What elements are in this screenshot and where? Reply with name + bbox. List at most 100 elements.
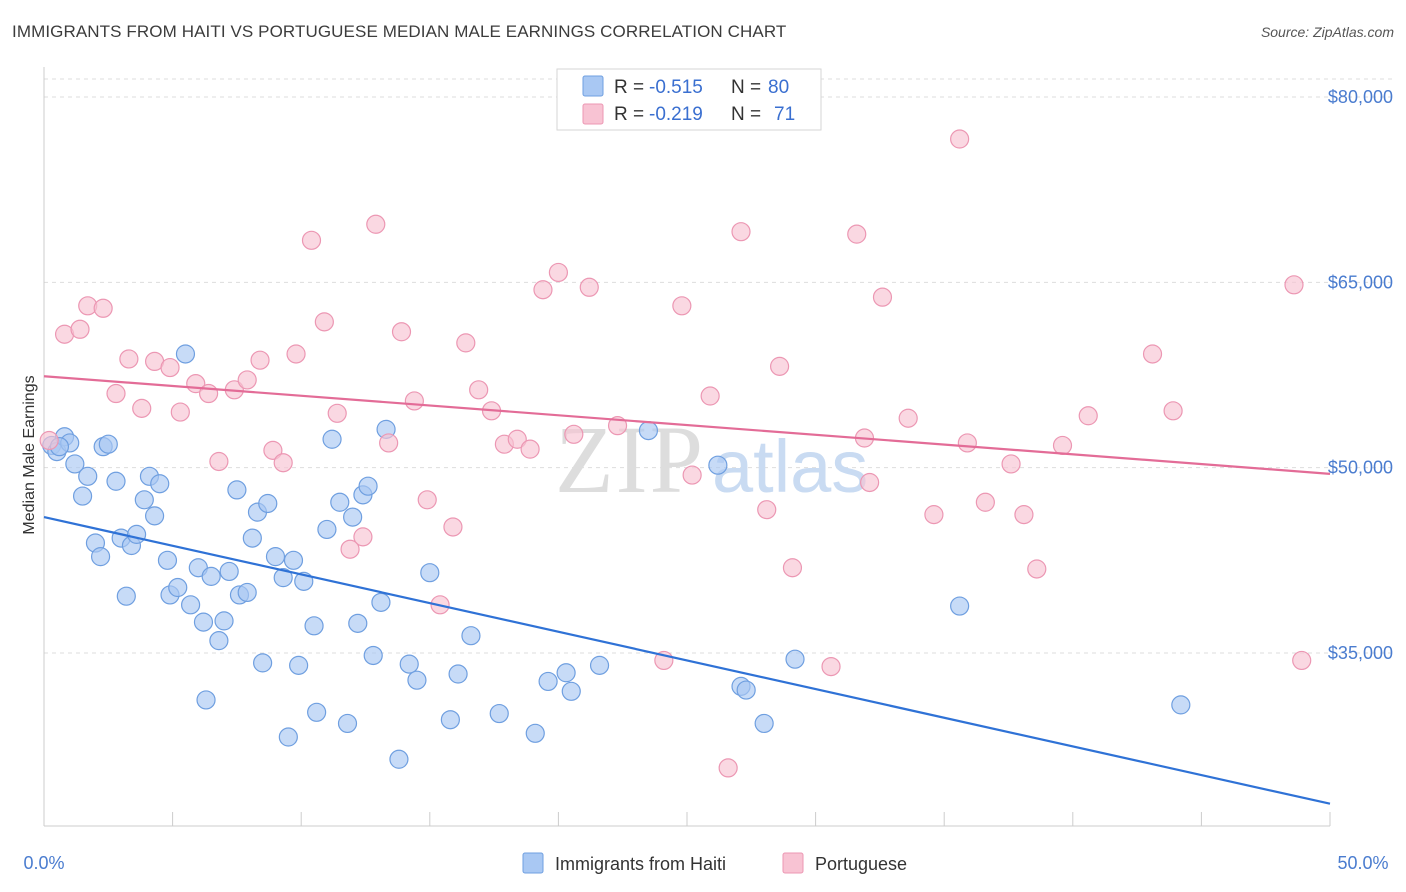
legend-haiti-n-value: 80 [768,77,789,98]
legend-portuguese-r-label: R = [614,104,644,125]
legend-haiti-n-label: N = [731,77,761,98]
haiti-point [175,344,196,364]
portuguese-point [469,380,489,400]
portuguese-point [950,129,970,149]
haiti-point [1171,695,1191,715]
haiti-point [150,474,170,494]
haiti-point [420,563,440,583]
haiti-point [561,681,581,701]
haiti-point [258,493,278,514]
haiti-point [317,519,337,540]
portuguese-point [548,262,569,283]
portuguese-point [132,398,152,418]
legend-haiti-r-label: R = [614,77,644,98]
portuguese-point [520,439,540,459]
y-tick-label: $65,000 [1328,272,1393,292]
portuguese-point [533,280,553,300]
portuguese-point [564,424,584,444]
portuguese-point [404,391,424,411]
haiti-point [343,507,363,527]
haiti-point [134,490,154,510]
portuguese-point [860,472,880,493]
haiti-point [106,471,126,491]
legend-portuguese-n-value: 71 [774,104,795,125]
legend-portuguese-n-label: N = [731,104,761,125]
portuguese-point [93,298,113,318]
haiti-point [265,547,286,567]
haiti-point [708,455,728,475]
portuguese-point [417,490,437,510]
y-axis-label: Median Male Earnings [21,375,38,534]
portuguese-point [314,312,334,332]
portuguese-point [1014,505,1034,525]
grid-lines [44,78,1393,654]
portuguese-point [1078,406,1098,426]
portuguese-point [718,758,738,778]
series-haiti-points [42,344,1191,769]
portuguese-point [975,492,995,512]
portuguese-point [898,408,918,428]
portuguese-point [782,558,803,578]
haiti-point [278,727,298,747]
portuguese-point [1052,435,1073,456]
haiti-point [525,723,545,743]
legend-portuguese-swatch [582,103,604,125]
haiti-point [168,577,188,598]
portuguese-point [106,383,126,404]
portuguese-trend-line [43,375,1331,475]
legend-haiti-r-value: -0.515 [649,77,703,98]
haiti-point [461,626,481,646]
portuguese-point [327,403,347,423]
haiti-point [273,568,293,588]
haiti-point [337,713,358,734]
series-portuguese-points [39,129,1312,778]
haiti-point [237,582,257,603]
portuguese-point [301,230,322,250]
portuguese-point [160,357,180,378]
haiti-point [227,480,247,500]
haiti-trend-line [43,516,1331,805]
haiti-point [193,612,214,632]
portuguese-point [250,350,270,370]
series-legend: Immigrants from Haiti Portuguese [522,852,907,874]
correlation-legend: R = -0.515 N = 80 R = -0.219 N = 71 [556,68,822,131]
portuguese-point [1284,275,1304,295]
legend-haiti-swatch [582,75,604,97]
portuguese-point [1142,344,1163,364]
bottom-legend-haiti-label: Immigrants from Haiti [555,854,726,874]
x-tick-label: 50.0% [1337,853,1388,873]
haiti-point [289,655,309,675]
haiti-point [389,749,409,769]
portuguese-point [769,356,790,376]
y-tick-label: $50,000 [1328,458,1393,478]
portuguese-point [119,349,139,369]
haiti-point [201,566,221,586]
haiti-point [126,524,147,544]
x-tick-labels: 0.0% 50.0% [23,853,1388,873]
haiti-point [371,592,391,612]
portuguese-point [443,517,463,537]
y-tick-labels: $35,000 $50,000 $65,000 $80,000 [1328,87,1393,663]
portuguese-point [1292,650,1312,671]
haiti-point [90,547,111,567]
haiti-point [489,703,509,724]
portuguese-point [1163,401,1183,421]
portuguese-point [957,433,977,453]
haiti-point [72,486,93,506]
haiti-point [307,702,327,722]
portuguese-point [924,505,944,525]
watermark-zip: ZIP [555,406,705,513]
portuguese-point [682,465,702,485]
y-tick-label: $80,000 [1328,87,1393,107]
chart-title: IMMIGRANTS FROM HAITI VS PORTUGUESE MEDI… [12,22,787,41]
haiti-point [448,664,468,684]
haiti-point [638,421,659,441]
portuguese-point [579,277,599,297]
haiti-point [214,611,234,631]
haiti-point [116,586,136,606]
haiti-point [283,550,304,570]
haiti-point [348,613,368,633]
portuguese-point [847,224,867,244]
portuguese-point [456,333,476,353]
